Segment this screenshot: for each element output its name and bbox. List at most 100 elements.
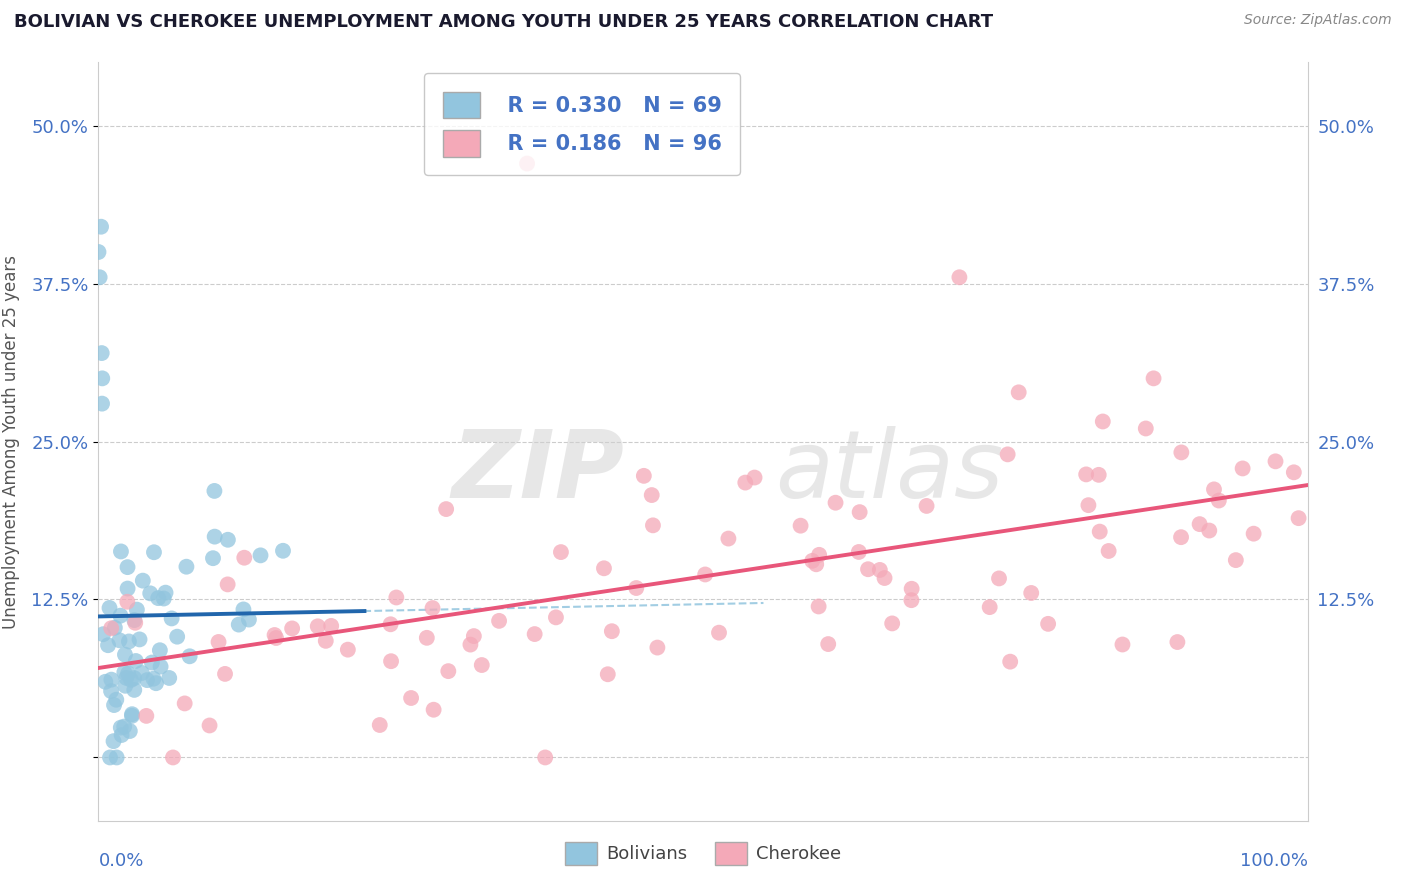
- Point: [118, 634, 141, 648]
- Point: [641, 518, 664, 533]
- Point: [124, 615, 146, 630]
- Point: [110, 728, 132, 742]
- Point: [979, 600, 1001, 615]
- Point: [117, 666, 139, 681]
- Point: [460, 638, 482, 652]
- Point: [600, 624, 623, 639]
- Point: [848, 545, 870, 559]
- Point: [1170, 445, 1192, 459]
- Point: [217, 533, 239, 547]
- Point: [789, 518, 811, 533]
- Point: [145, 676, 167, 690]
- Point: [1076, 467, 1098, 482]
- Point: [321, 619, 343, 633]
- Text: ZIP: ZIP: [451, 425, 624, 518]
- Point: [121, 707, 143, 722]
- Point: [817, 637, 839, 651]
- Point: [162, 750, 184, 764]
- Point: [110, 608, 132, 623]
- Point: [1166, 635, 1188, 649]
- Point: [869, 563, 891, 577]
- Text: 100.0%: 100.0%: [1240, 852, 1308, 871]
- Point: [100, 673, 122, 687]
- Point: [1111, 638, 1133, 652]
- Point: [155, 585, 177, 599]
- Point: [471, 658, 494, 673]
- Text: BOLIVIAN VS CHEROKEE UNEMPLOYMENT AMONG YOUTH UNDER 25 YEARS CORRELATION CHART: BOLIVIAN VS CHEROKEE UNEMPLOYMENT AMONG …: [14, 13, 993, 31]
- Point: [105, 750, 128, 764]
- Point: [139, 586, 162, 600]
- Point: [385, 591, 408, 605]
- Point: [544, 610, 567, 624]
- Point: [641, 488, 664, 502]
- Point: [416, 631, 439, 645]
- Point: [695, 567, 717, 582]
- Point: [1282, 465, 1305, 479]
- Point: [97, 638, 120, 652]
- Point: [808, 548, 831, 562]
- Point: [94, 674, 117, 689]
- Point: [90, 346, 112, 360]
- Point: [1008, 385, 1031, 400]
- Point: [336, 642, 359, 657]
- Point: [900, 582, 922, 596]
- Point: [98, 601, 121, 615]
- Point: [233, 550, 256, 565]
- Point: [1135, 421, 1157, 435]
- Point: [856, 562, 879, 576]
- Point: [91, 396, 114, 410]
- Point: [315, 633, 337, 648]
- Point: [115, 671, 138, 685]
- Point: [873, 571, 896, 585]
- Point: [149, 643, 172, 657]
- Point: [593, 561, 616, 575]
- Point: [110, 544, 132, 558]
- Point: [110, 721, 132, 735]
- Point: [232, 602, 254, 616]
- Point: [1087, 467, 1109, 482]
- Point: [263, 628, 285, 642]
- Point: [87, 244, 110, 259]
- Point: [534, 750, 557, 764]
- Point: [91, 627, 114, 641]
- Point: [1091, 415, 1114, 429]
- Text: Source: ZipAtlas.com: Source: ZipAtlas.com: [1244, 13, 1392, 28]
- Point: [142, 672, 165, 686]
- Y-axis label: Unemployment Among Youth under 25 years: Unemployment Among Youth under 25 years: [3, 254, 20, 629]
- Point: [152, 591, 174, 606]
- Point: [848, 505, 870, 519]
- Point: [717, 532, 740, 546]
- Point: [125, 654, 148, 668]
- Point: [380, 617, 402, 632]
- Point: [124, 613, 146, 627]
- Point: [915, 499, 938, 513]
- Point: [1198, 524, 1220, 538]
- Point: [523, 627, 546, 641]
- Text: 0.0%: 0.0%: [98, 852, 143, 871]
- Point: [463, 629, 485, 643]
- Point: [117, 582, 139, 596]
- Point: [1098, 544, 1121, 558]
- Point: [160, 611, 183, 625]
- Point: [148, 591, 170, 606]
- Point: [734, 475, 756, 490]
- Point: [744, 470, 766, 484]
- Point: [173, 697, 195, 711]
- Point: [114, 648, 136, 662]
- Point: [1202, 483, 1225, 497]
- Point: [198, 718, 221, 732]
- Point: [422, 601, 444, 615]
- Point: [117, 595, 139, 609]
- Point: [1225, 553, 1247, 567]
- Point: [707, 625, 730, 640]
- Point: [516, 156, 538, 170]
- Point: [143, 545, 166, 559]
- Point: [1288, 511, 1310, 525]
- Point: [105, 692, 128, 706]
- Point: [149, 659, 172, 673]
- Point: [204, 530, 226, 544]
- Point: [112, 720, 135, 734]
- Point: [647, 640, 669, 655]
- Point: [988, 571, 1011, 585]
- Point: [626, 581, 648, 595]
